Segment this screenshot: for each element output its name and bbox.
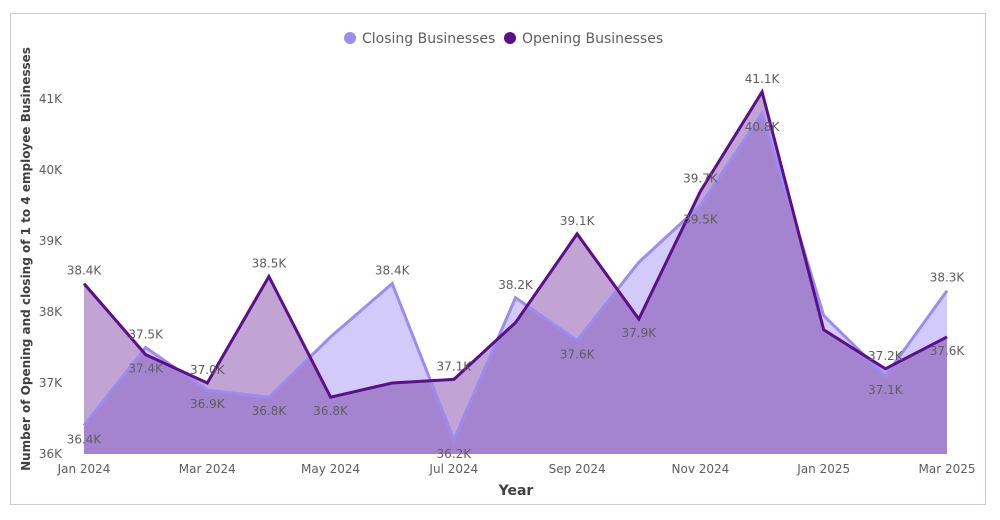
data-label: 37.5K	[128, 328, 164, 342]
x-axis-title: Year	[498, 483, 534, 499]
y-tick-label: 38K	[39, 305, 63, 319]
data-label: 37.0K	[190, 363, 226, 377]
data-label: 39.7K	[683, 171, 719, 185]
data-label: 38.4K	[67, 264, 103, 278]
legend-label-opening[interactable]: Opening Businesses	[522, 31, 663, 47]
data-label: 37.1K	[437, 359, 473, 373]
data-label: 36.9K	[190, 397, 226, 411]
data-label: 37.2K	[868, 349, 904, 363]
data-label: 36.8K	[252, 404, 288, 418]
data-label: 37.1K	[868, 383, 904, 397]
x-tick-label: Jan 2025	[796, 462, 850, 476]
data-label: 37.6K	[560, 347, 596, 361]
data-label: 36.8K	[313, 404, 349, 418]
x-tick-label: Sep 2024	[549, 462, 606, 476]
series-line-opening	[82, 88, 948, 399]
x-tick-label: Nov 2024	[672, 462, 730, 476]
data-label: 36.2K	[437, 447, 473, 461]
data-label: 38.3K	[930, 271, 966, 285]
series-area-opening	[84, 91, 947, 455]
data-label: 38.2K	[498, 278, 534, 292]
data-label: 41.1K	[745, 72, 781, 86]
data-label: 38.4K	[375, 264, 411, 278]
data-label: 37.6K	[930, 344, 966, 358]
y-tick-label: 36K	[39, 447, 63, 461]
x-tick-label: Mar 2024	[179, 462, 236, 476]
data-label: 40.8K	[745, 120, 781, 134]
y-tick-label: 41K	[39, 92, 63, 106]
legend-marker-closing[interactable]	[344, 32, 356, 44]
x-tick-label: Jul 2024	[428, 462, 478, 476]
y-tick-label: 40K	[39, 163, 63, 177]
y-tick-label: 39K	[39, 234, 63, 248]
y-tick-label: 37K	[39, 376, 63, 390]
data-label: 37.9K	[621, 326, 657, 340]
data-label: 37.4K	[128, 362, 164, 376]
legend-marker-opening[interactable]	[504, 32, 516, 44]
chart-frame	[10, 13, 986, 505]
x-tick-label: Jan 2024	[57, 462, 111, 476]
y-axis-title: Number of Opening and closing of 1 to 4 …	[19, 47, 33, 471]
x-tick-label: May 2024	[301, 462, 360, 476]
data-label: 39.1K	[560, 214, 596, 228]
data-label: 38.5K	[252, 257, 288, 271]
legend-label-closing[interactable]: Closing Businesses	[362, 31, 495, 47]
data-label: 39.5K	[683, 213, 719, 227]
data-label: 36.4K	[67, 433, 103, 447]
x-tick-label: Mar 2025	[919, 462, 976, 476]
